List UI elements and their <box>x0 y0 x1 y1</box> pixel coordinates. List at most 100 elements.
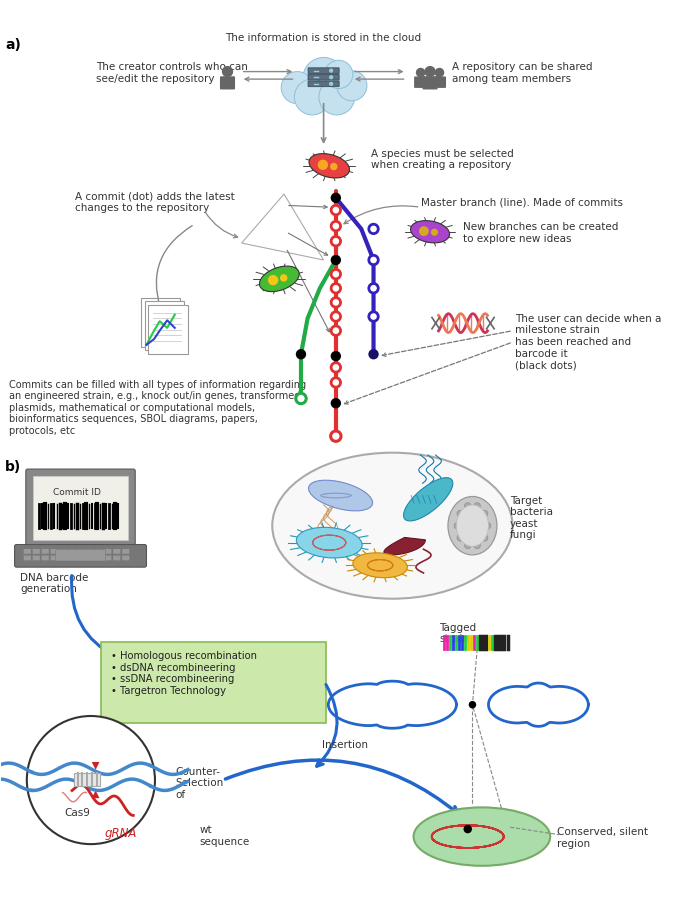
Circle shape <box>369 224 378 233</box>
Circle shape <box>464 542 471 548</box>
Circle shape <box>296 394 306 404</box>
Circle shape <box>369 349 379 360</box>
FancyBboxPatch shape <box>308 67 339 74</box>
Circle shape <box>268 275 278 285</box>
FancyBboxPatch shape <box>149 305 188 354</box>
Ellipse shape <box>403 477 453 521</box>
Circle shape <box>282 72 313 104</box>
FancyBboxPatch shape <box>145 302 184 351</box>
Circle shape <box>331 398 341 408</box>
Circle shape <box>435 67 445 77</box>
Ellipse shape <box>353 553 408 578</box>
FancyBboxPatch shape <box>433 77 446 88</box>
FancyBboxPatch shape <box>308 81 339 87</box>
Circle shape <box>295 79 330 115</box>
Text: A repository can be shared
among team members: A repository can be shared among team me… <box>451 62 593 84</box>
Ellipse shape <box>308 480 373 511</box>
Circle shape <box>425 66 436 77</box>
Ellipse shape <box>297 527 362 558</box>
Text: Commits can be filled with all types of information regarding
an engineered stra: Commits can be filled with all types of … <box>9 380 306 436</box>
FancyBboxPatch shape <box>104 549 112 554</box>
Ellipse shape <box>272 453 512 599</box>
Text: Conserved, silent
region: Conserved, silent region <box>557 827 648 849</box>
Ellipse shape <box>448 496 497 555</box>
Circle shape <box>331 270 340 279</box>
Circle shape <box>484 522 491 529</box>
Text: wt
sequence: wt sequence <box>199 825 249 847</box>
Text: gRNA: gRNA <box>105 827 138 840</box>
Circle shape <box>318 159 328 170</box>
Circle shape <box>457 510 464 517</box>
FancyBboxPatch shape <box>51 549 58 554</box>
Circle shape <box>331 221 340 230</box>
FancyBboxPatch shape <box>77 549 84 554</box>
Circle shape <box>369 283 378 293</box>
Circle shape <box>319 79 355 115</box>
Circle shape <box>331 431 341 441</box>
FancyBboxPatch shape <box>33 556 40 560</box>
FancyBboxPatch shape <box>101 641 327 722</box>
Circle shape <box>416 67 425 77</box>
FancyBboxPatch shape <box>42 549 49 554</box>
Circle shape <box>325 60 353 88</box>
Circle shape <box>222 66 233 77</box>
Text: A species must be selected
when creating a repository: A species must be selected when creating… <box>371 148 514 170</box>
FancyBboxPatch shape <box>113 549 121 554</box>
Ellipse shape <box>456 505 488 547</box>
Ellipse shape <box>410 220 449 243</box>
Circle shape <box>280 274 288 281</box>
Circle shape <box>331 312 340 322</box>
FancyBboxPatch shape <box>77 556 84 560</box>
FancyBboxPatch shape <box>60 556 66 560</box>
FancyBboxPatch shape <box>26 469 135 548</box>
Text: Commit ID: Commit ID <box>53 488 101 497</box>
FancyBboxPatch shape <box>113 556 121 560</box>
Circle shape <box>331 363 340 372</box>
Circle shape <box>331 255 341 265</box>
Circle shape <box>431 229 438 236</box>
FancyBboxPatch shape <box>308 75 339 80</box>
Text: The creator controls who can
see/edit the repository: The creator controls who can see/edit th… <box>96 62 247 84</box>
FancyBboxPatch shape <box>51 556 58 560</box>
Text: A commit (dot) adds the latest
changes to the repository: A commit (dot) adds the latest changes t… <box>75 191 235 213</box>
Circle shape <box>464 824 472 834</box>
Circle shape <box>331 351 341 362</box>
Polygon shape <box>384 537 425 555</box>
Text: Tagged
strain: Tagged strain <box>440 623 477 644</box>
FancyBboxPatch shape <box>42 556 49 560</box>
Circle shape <box>331 298 340 307</box>
FancyBboxPatch shape <box>122 549 129 554</box>
Text: • Homologous recombination
• dsDNA recombineering
• ssDNA recombineering
• Targe: • Homologous recombination • dsDNA recom… <box>111 651 257 696</box>
Circle shape <box>457 535 464 541</box>
Circle shape <box>469 701 476 709</box>
Text: DNA barcode
generation: DNA barcode generation <box>21 573 88 594</box>
Circle shape <box>331 378 340 387</box>
Polygon shape <box>242 194 323 260</box>
FancyBboxPatch shape <box>414 77 427 88</box>
FancyBboxPatch shape <box>95 556 103 560</box>
Circle shape <box>329 76 332 78</box>
FancyBboxPatch shape <box>423 77 438 89</box>
Text: Counter-
Selection
of: Counter- Selection of <box>175 767 224 800</box>
FancyBboxPatch shape <box>34 476 127 540</box>
FancyBboxPatch shape <box>104 556 112 560</box>
FancyBboxPatch shape <box>122 556 129 560</box>
Circle shape <box>369 312 378 322</box>
FancyBboxPatch shape <box>14 545 147 568</box>
Ellipse shape <box>309 154 349 178</box>
Circle shape <box>331 237 340 246</box>
Text: Master branch (line). Made of commits: Master branch (line). Made of commits <box>421 198 623 208</box>
Circle shape <box>419 226 429 236</box>
Text: The information is stored in the cloud: The information is stored in the cloud <box>225 33 422 43</box>
FancyBboxPatch shape <box>24 549 31 554</box>
Text: Insertion: Insertion <box>322 741 368 751</box>
Circle shape <box>331 326 340 335</box>
FancyBboxPatch shape <box>33 549 40 554</box>
Circle shape <box>454 522 461 529</box>
Text: a): a) <box>5 37 21 52</box>
FancyBboxPatch shape <box>141 298 180 347</box>
Circle shape <box>464 503 471 509</box>
Circle shape <box>331 205 340 215</box>
Circle shape <box>482 510 488 517</box>
Circle shape <box>337 71 367 101</box>
